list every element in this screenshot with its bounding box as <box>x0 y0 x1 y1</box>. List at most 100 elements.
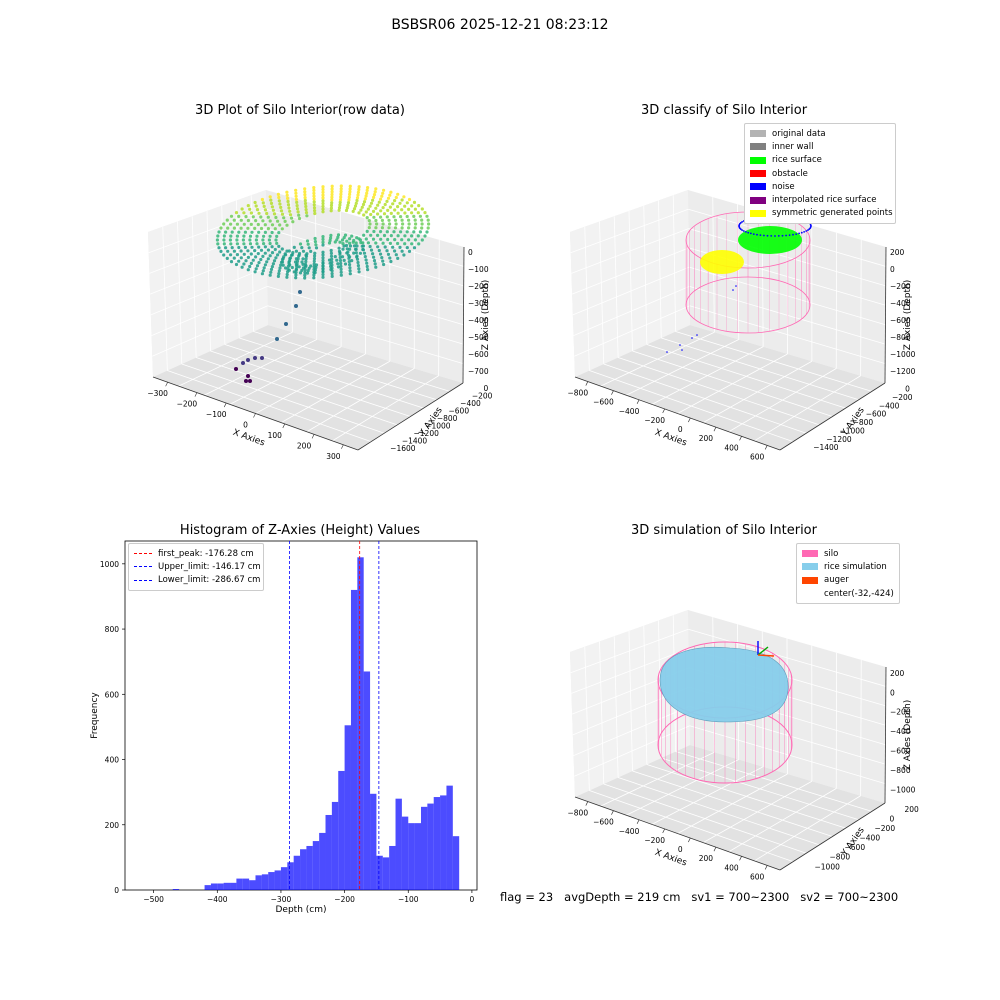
x-tick-mark <box>739 436 742 441</box>
legend-item-interpolated-rice-surface: interpolated rice surface <box>750 193 890 206</box>
x-tick-mark <box>165 382 168 387</box>
noise-point <box>795 233 798 236</box>
raw-point <box>335 258 339 262</box>
legend-swatch <box>802 550 818 558</box>
x-tick-label: −800 <box>568 389 589 398</box>
legend-swatch <box>750 130 766 138</box>
raw-point <box>339 192 343 196</box>
legend-item-silo: silo <box>802 547 894 560</box>
histogram-bar <box>217 883 224 890</box>
gridline <box>253 331 450 392</box>
raw-point <box>269 270 273 274</box>
raw-point <box>248 242 253 246</box>
x-tick-label: −400 <box>207 895 228 904</box>
gridline <box>584 226 590 371</box>
raw-point <box>269 198 273 202</box>
raw-point <box>394 195 398 200</box>
raw-point <box>295 265 299 269</box>
noise-point <box>803 231 805 233</box>
raw-point <box>374 218 378 223</box>
raw-point <box>288 259 292 263</box>
gridline <box>632 770 833 837</box>
x-tick-mark <box>688 837 691 843</box>
raw-outlier-point <box>260 356 264 360</box>
raw-point <box>229 260 234 264</box>
histogram-bar <box>230 882 237 890</box>
y-tick-label: 200 <box>905 805 920 814</box>
gridline <box>267 266 464 326</box>
raw-point <box>261 254 265 258</box>
raw-point <box>321 207 325 211</box>
raw-point <box>321 190 325 194</box>
raw-point <box>348 263 352 267</box>
z-tick-label: 200 <box>890 248 905 257</box>
raw-point <box>348 187 352 191</box>
raw-point <box>234 262 239 267</box>
raw-point <box>321 235 325 239</box>
legend-swatch <box>802 590 818 597</box>
histogram-bar <box>446 785 453 890</box>
histogram-bar <box>293 855 301 890</box>
raw-point <box>257 245 261 249</box>
y-tick-label: 1000 <box>100 560 119 569</box>
raw-point <box>402 253 406 257</box>
x-tick-mark <box>764 445 768 450</box>
raw-point <box>312 265 316 269</box>
raw-point <box>312 191 316 195</box>
raw-point <box>354 201 358 205</box>
raw-point <box>312 270 316 274</box>
y-tick-label: 600 <box>105 690 120 699</box>
raw-point <box>336 262 340 266</box>
legend-line <box>134 579 152 581</box>
x-tick-label: −400 <box>619 827 640 836</box>
y-tick-label: 400 <box>105 756 120 765</box>
raw-point <box>248 238 252 242</box>
raw-point <box>348 190 352 194</box>
noise-point <box>792 233 794 236</box>
raw-point <box>403 204 407 208</box>
raw-point <box>268 219 272 223</box>
gridline <box>570 208 689 254</box>
raw-point <box>373 262 377 266</box>
gridline <box>689 266 886 326</box>
raw-point <box>266 227 270 231</box>
raw-point <box>291 251 295 255</box>
raw-point <box>246 204 250 208</box>
raw-point <box>413 218 417 222</box>
raw-point <box>329 236 333 240</box>
raw-point <box>321 272 325 277</box>
raw-point <box>343 233 348 237</box>
raw-point <box>338 203 342 207</box>
raw-point <box>244 215 248 219</box>
raw-point <box>330 272 334 276</box>
raw-point <box>292 245 296 249</box>
raw-point <box>394 253 398 257</box>
raw-point <box>383 202 387 207</box>
raw-point <box>304 260 308 264</box>
raw-point <box>393 208 397 212</box>
raw-point <box>286 199 290 204</box>
raw-point <box>379 230 383 234</box>
legend-label: silo <box>824 548 839 559</box>
raw-point <box>297 265 301 269</box>
raw-point <box>386 196 391 200</box>
legend-item-lower-limit: Lower_limit: -286.67 cm <box>134 574 260 587</box>
x-tick-mark <box>585 801 589 806</box>
x-axis-label: X Axies <box>653 428 688 449</box>
raw-point <box>262 266 266 270</box>
y-tick-label: −1600 <box>390 444 416 453</box>
raw-point <box>393 249 397 253</box>
y-tick-label: −400 <box>860 834 881 843</box>
raw-point <box>407 218 411 222</box>
x-tick-mark <box>611 390 614 395</box>
x-tick-label: −200 <box>644 836 665 845</box>
z-tick-label: 0 <box>890 688 895 697</box>
raw-point <box>278 266 282 270</box>
raw-point <box>248 207 252 211</box>
raw-point <box>363 197 367 201</box>
raw-point <box>356 264 360 268</box>
raw-point <box>254 219 258 223</box>
raw-point <box>232 249 236 253</box>
noise-point <box>739 222 742 224</box>
raw-point <box>373 190 377 194</box>
